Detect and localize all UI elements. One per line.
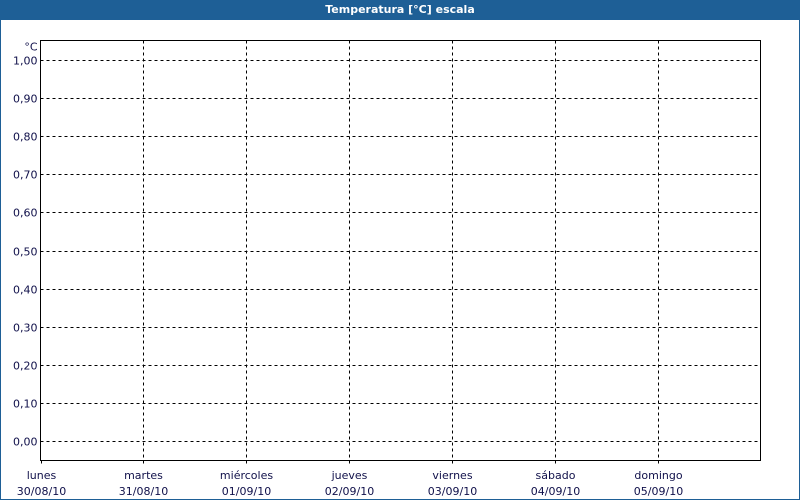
x-tick-day: sábado	[536, 469, 576, 482]
y-tick-label: 0,80	[13, 131, 38, 144]
x-tick-day: viernes	[432, 469, 472, 482]
y-tick-label: 0,10	[13, 398, 38, 411]
x-tick-date: 31/08/10	[119, 485, 168, 498]
y-tick-label: 0,00	[13, 436, 38, 449]
y-tick-label: 0,40	[13, 284, 38, 297]
x-tick-date: 03/09/10	[428, 485, 477, 498]
y-axis-unit: °C	[24, 41, 38, 54]
x-tick-day: miércoles	[220, 469, 273, 482]
y-tick-label: 1,00	[13, 55, 38, 68]
y-tick-label: 0,20	[13, 360, 38, 373]
x-tick-day: jueves	[331, 469, 368, 482]
y-tick-label: 0,60	[13, 207, 38, 220]
x-tick-day: lunes	[27, 469, 57, 482]
x-tick-date: 04/09/10	[531, 485, 580, 498]
y-tick-label: 0,50	[13, 246, 38, 259]
y-tick-label: 0,70	[13, 169, 38, 182]
x-tick-date: 30/08/10	[17, 485, 66, 498]
y-tick-label: 0,90	[13, 93, 38, 106]
x-tick-date: 05/09/10	[634, 485, 683, 498]
y-tick-label: 0,30	[13, 322, 38, 335]
x-tick-date: 01/09/10	[222, 485, 271, 498]
x-tick-date: 02/09/10	[325, 485, 374, 498]
x-tick-day: domingo	[634, 469, 682, 482]
plot-area	[40, 40, 761, 461]
window-title: Temperatura [°C] escala	[0, 0, 800, 20]
x-tick-day: martes	[124, 469, 163, 482]
